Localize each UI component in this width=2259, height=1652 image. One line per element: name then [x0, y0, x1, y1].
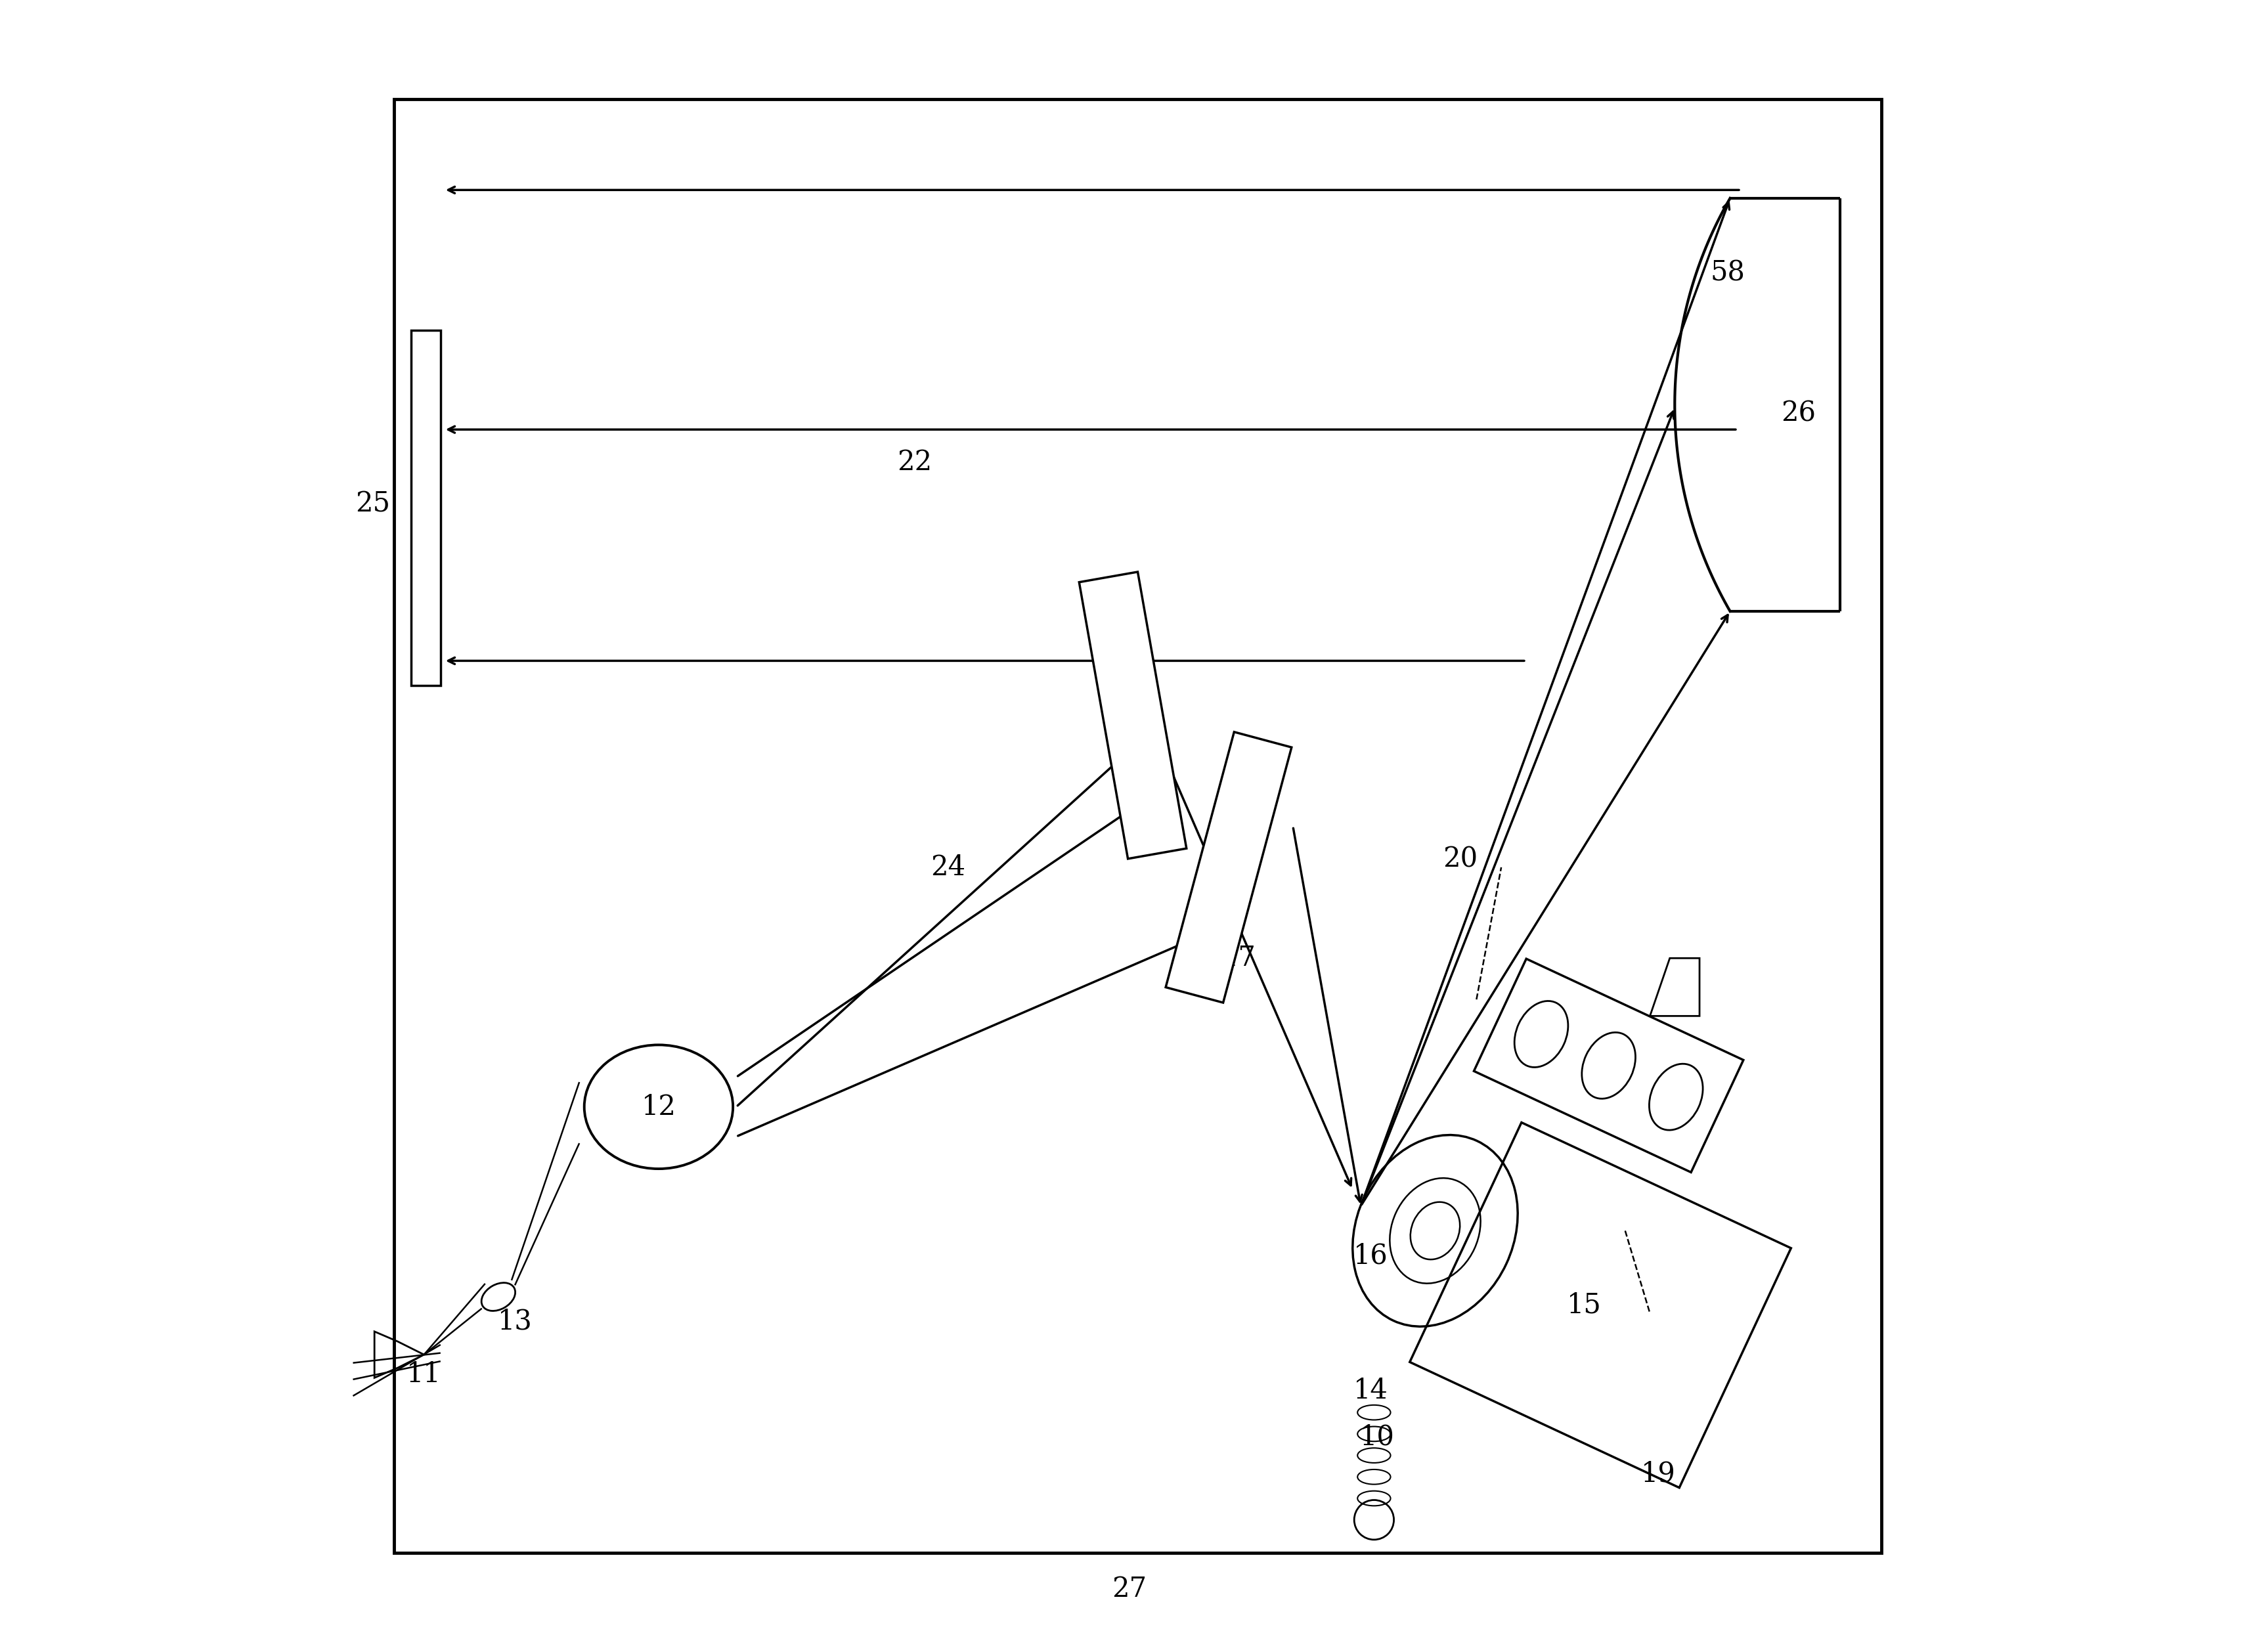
Text: 27: 27	[1111, 1576, 1148, 1602]
Text: 13: 13	[497, 1308, 533, 1335]
Polygon shape	[1080, 572, 1186, 859]
Text: 26: 26	[1782, 400, 1816, 426]
Polygon shape	[1166, 732, 1292, 1003]
Text: 12: 12	[642, 1094, 675, 1120]
Text: 14: 14	[1353, 1378, 1387, 1404]
Text: 19: 19	[1640, 1460, 1676, 1487]
Text: 15: 15	[1565, 1292, 1602, 1318]
Text: 17: 17	[1222, 945, 1256, 971]
Bar	[395, 99, 1882, 1553]
Text: 58: 58	[1710, 259, 1744, 286]
Text: 10: 10	[1360, 1424, 1394, 1450]
Text: 22: 22	[897, 449, 933, 476]
Text: 16: 16	[1353, 1242, 1387, 1269]
Text: 20: 20	[1444, 846, 1477, 872]
Text: 25: 25	[355, 491, 391, 517]
Text: 11: 11	[407, 1361, 441, 1388]
Text: 24: 24	[931, 854, 965, 881]
Text: 18: 18	[1100, 623, 1136, 649]
Bar	[411, 330, 441, 686]
